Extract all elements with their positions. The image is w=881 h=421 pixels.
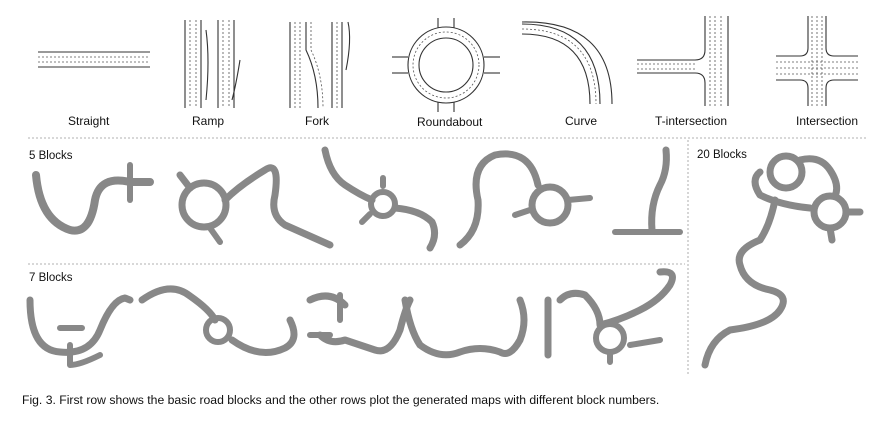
- section-label-20-blocks: 20 Blocks: [697, 149, 747, 161]
- block-label-curve: Curve: [565, 114, 598, 128]
- block-label-straight: Straight: [68, 114, 110, 128]
- map-5-blocks-2: [176, 164, 334, 249]
- fork-road-icon: [289, 21, 351, 109]
- figure-caption: Fig. 3. First row shows the basic road b…: [22, 393, 660, 407]
- roundabout-road-icon: [392, 18, 500, 112]
- block-label-ramp: Ramp: [192, 114, 225, 128]
- curve-road-icon: [521, 21, 613, 105]
- map-5-blocks-4: [456, 150, 593, 249]
- block-label-roundabout: Roundabout: [417, 115, 483, 129]
- map-5-blocks-3: [321, 146, 439, 252]
- block-label-t-intersection: T-intersection: [655, 114, 728, 128]
- straight-road-icon: [38, 51, 150, 68]
- ramp-road-icon: [184, 20, 241, 108]
- map-20-blocks: [701, 152, 864, 369]
- t-intersection-road-icon: [637, 16, 729, 106]
- block-label-intersection: Intersection: [796, 114, 859, 128]
- block-label-fork: Fork: [305, 114, 329, 128]
- map-7-blocks-3: [306, 292, 414, 355]
- map-7-blocks-1: [26, 294, 134, 368]
- map-5-blocks-1: [32, 162, 154, 235]
- map-7-blocks-4: [401, 296, 528, 359]
- map-5-blocks-5: [612, 146, 683, 235]
- map-7-blocks-2: [138, 285, 298, 356]
- section-label-7-blocks: 7 Blocks: [29, 272, 73, 284]
- intersection-road-icon: [776, 16, 858, 106]
- map-7-blocks-5: [544, 268, 676, 365]
- section-label-5-blocks: 5 Blocks: [29, 150, 73, 162]
